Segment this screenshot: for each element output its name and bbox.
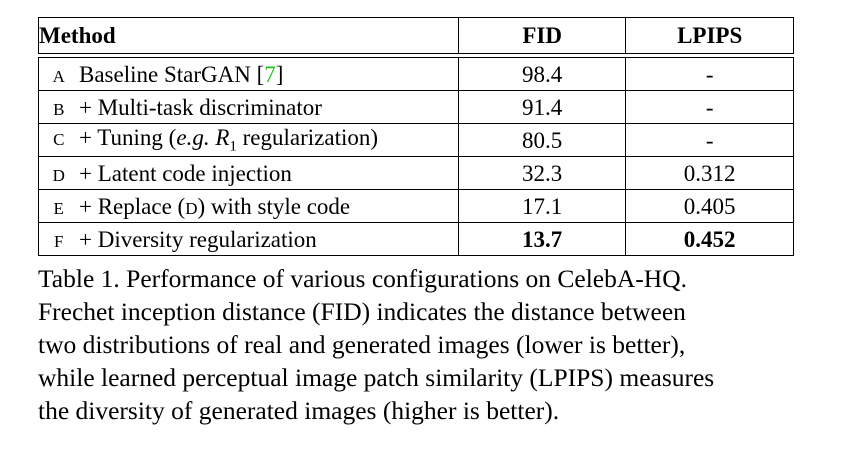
- table-header-row: Method FID LPIPS: [38, 17, 794, 54]
- caption-line: two distributions of real and generated …: [38, 330, 686, 359]
- header-method: Method: [38, 17, 459, 54]
- row-letter: B: [53, 99, 65, 119]
- table-row: A Baseline StarGAN [7] 98.4 -: [38, 57, 794, 91]
- row-c-lpips: -: [625, 123, 794, 157]
- row-letter: A: [52, 66, 66, 86]
- row-a-method: A Baseline StarGAN [7]: [38, 57, 459, 91]
- row-c-method: C + Tuning (e.g. R1 regularization): [38, 123, 459, 157]
- row-e-label-post: ) with style code: [197, 193, 351, 219]
- row-b-method: B + Multi-task discriminator: [38, 90, 459, 124]
- table-row: C + Tuning (e.g. R1 regularization) 80.5 …: [38, 123, 794, 157]
- row-a-label: Baseline StarGAN [: [79, 61, 265, 87]
- row-d-fid: 32.3: [457, 156, 627, 190]
- table-row: B + Multi-task discriminator 91.4 -: [38, 90, 794, 124]
- row-e-lpips: 0.405: [625, 189, 794, 223]
- row-e-fid: 17.1: [457, 189, 627, 223]
- row-c-fid: 80.5: [457, 123, 627, 157]
- row-b-fid: 91.4: [457, 90, 627, 124]
- row-d-method: D + Latent code injection: [38, 156, 459, 190]
- row-c-label-pre: + Tuning (: [79, 124, 177, 150]
- row-letter: F: [54, 231, 64, 251]
- table-row: F + Diversity regularization 13.7 0.452: [38, 222, 794, 256]
- row-letter: E: [53, 198, 65, 218]
- header-double-rule: [38, 53, 794, 58]
- caption-line: while learned perceptual image patch sim…: [38, 363, 715, 392]
- table-row: D + Latent code injection 32.3 0.312: [38, 156, 794, 190]
- row-e-method: E + Replace (D) with style code: [38, 189, 459, 223]
- row-d-label: + Latent code injection: [79, 160, 292, 186]
- row-b-lpips: -: [625, 90, 794, 124]
- row-letter: D: [52, 165, 66, 185]
- table-row: E + Replace (D) with style code 17.1 0.40…: [38, 189, 794, 223]
- row-c-label-var: R: [215, 124, 230, 150]
- row-c-label-em: e.g.: [176, 124, 210, 150]
- row-c-label-sub: 1: [229, 138, 237, 155]
- caption-line: the diversity of generated images (highe…: [38, 396, 560, 425]
- row-f-method: F + Diversity regularization: [38, 222, 459, 256]
- row-a-lpips: -: [625, 57, 794, 91]
- row-a-label-end: ]: [275, 61, 284, 87]
- row-f-label: + Diversity regularization: [79, 226, 317, 252]
- row-e-label-pre: + Replace (: [79, 193, 186, 219]
- row-f-fid: 13.7: [457, 222, 627, 256]
- caption-line: Table 1. Performance of various configur…: [38, 264, 687, 293]
- row-c-label-post: regularization): [236, 124, 379, 150]
- table-caption: Table 1. Performance of various configur…: [38, 262, 808, 427]
- header-fid: FID: [457, 17, 627, 54]
- row-e-label-sc: D: [185, 198, 198, 218]
- row-letter: C: [53, 129, 65, 149]
- header-lpips: LPIPS: [625, 17, 794, 54]
- citation-link[interactable]: 7: [264, 61, 276, 87]
- row-f-lpips: 0.452: [625, 222, 794, 256]
- caption-line: Frechet inception distance (FID) indicat…: [38, 297, 686, 326]
- results-table: Method FID LPIPS A Baseline StarGAN [7] 9…: [38, 17, 794, 256]
- row-a-fid: 98.4: [457, 57, 627, 91]
- row-d-lpips: 0.312: [625, 156, 794, 190]
- row-b-label: + Multi-task discriminator: [79, 94, 322, 120]
